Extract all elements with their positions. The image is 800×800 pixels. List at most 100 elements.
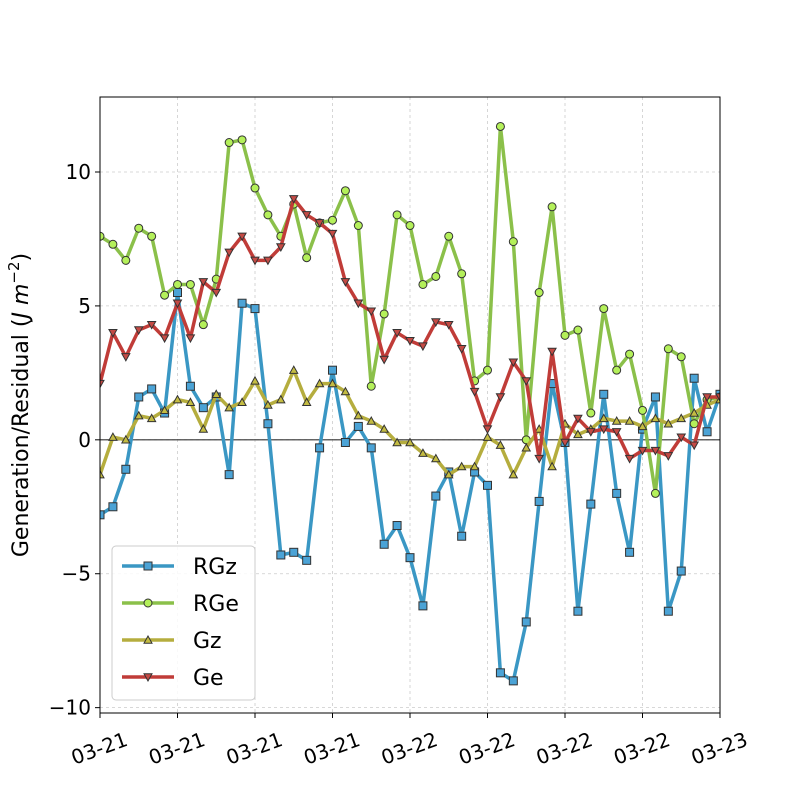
series-ge [100, 195, 720, 464]
point-ge-20 [353, 299, 364, 309]
point-ge-3 [133, 326, 144, 336]
point-ge-35 [547, 347, 557, 357]
point-ge-9 [211, 288, 222, 298]
point-ge-30 [482, 425, 493, 435]
point-gz-27 [443, 469, 454, 479]
point-rge-28 [457, 269, 467, 279]
point-rgz-18 [328, 365, 337, 375]
point-gz-13 [263, 399, 273, 409]
point-gz-40 [611, 416, 622, 425]
point-rge-1 [108, 239, 118, 249]
point-gz-46 [689, 408, 700, 417]
point-rgz-20 [353, 421, 363, 431]
point-rgz-32 [508, 676, 518, 686]
point-rge-8 [198, 320, 208, 330]
point-rge-22 [379, 309, 389, 319]
y-tick-label-2: 0 [78, 428, 91, 452]
point-ge-23 [392, 328, 402, 338]
point-rge-12 [250, 183, 260, 193]
point-rgz-24 [405, 553, 415, 563]
point-ge-13 [263, 256, 273, 266]
point-gz-16 [301, 397, 312, 407]
point-rgz-40 [612, 488, 622, 498]
point-ge-14 [275, 243, 286, 253]
y-axis-label-main: Generation/Residual ( [9, 319, 34, 558]
point-gz-4 [146, 413, 157, 423]
point-rge-32 [508, 237, 518, 247]
point-ge-21 [366, 307, 377, 317]
point-rgz-43 [650, 392, 660, 402]
point-ge-11 [237, 232, 247, 242]
point-rgz-12 [250, 304, 260, 314]
point-ge-12 [250, 256, 260, 266]
point-rgz-13 [263, 419, 273, 429]
legend: RGz RGe Gz Ge [111, 545, 256, 701]
point-ge-25 [418, 342, 428, 352]
point-ge-34 [534, 454, 545, 464]
point-rgz-21 [366, 443, 376, 453]
point-rge-24 [405, 221, 415, 231]
legend-box [111, 545, 256, 701]
point-gz-41 [624, 416, 635, 425]
point-ge-46 [689, 441, 700, 451]
point-gz-43 [650, 413, 661, 423]
point-ge-47 [702, 393, 712, 402]
point-rgz-44 [663, 606, 673, 616]
point-gz-44 [663, 418, 674, 428]
point-rge-4 [147, 231, 157, 241]
point-ge-28 [456, 345, 467, 354]
point-rgz-3 [134, 392, 144, 402]
point-gz-25 [418, 448, 428, 457]
point-gz-1 [108, 432, 118, 441]
point-rgz-34 [534, 496, 544, 506]
legend-entry-ge: Ge [122, 666, 224, 691]
point-gz-3 [133, 410, 144, 420]
point-ge-31 [495, 393, 506, 402]
point-rge-10 [224, 138, 234, 148]
point-gz-7 [185, 397, 196, 407]
point-ge-42 [637, 446, 648, 456]
point-rgz-16 [302, 555, 312, 565]
point-rgz-8 [198, 403, 208, 413]
point-rgz-47 [702, 427, 712, 437]
point-rgz-11 [237, 298, 247, 308]
y-tick-label-1: −5 [62, 562, 91, 586]
point-rgz-30 [483, 480, 492, 490]
point-rge-0 [100, 231, 105, 241]
point-gz-6 [172, 394, 183, 404]
point-ge-33 [521, 377, 532, 386]
point-gz-29 [469, 461, 480, 471]
point-rge-41 [625, 349, 635, 359]
point-ge-24 [405, 337, 415, 346]
point-gz-14 [275, 394, 286, 404]
point-gz-37 [573, 429, 583, 439]
point-rge-20 [353, 221, 363, 231]
point-ge-40 [611, 428, 622, 437]
point-ge-2 [120, 353, 131, 362]
point-ge-39 [598, 425, 609, 435]
point-ge-0 [100, 379, 105, 389]
point-rge-36 [560, 330, 570, 340]
point-ge-7 [185, 334, 196, 344]
point-gz-23 [392, 437, 402, 447]
point-ge-8 [198, 278, 209, 287]
point-gz-2 [120, 434, 131, 444]
point-rgz-17 [315, 443, 325, 453]
legend-marker-ge [143, 673, 153, 683]
point-rge-11 [237, 135, 247, 145]
point-rge-13 [263, 210, 273, 220]
point-gz-39 [598, 413, 609, 423]
y-tick-label-4: 10 [66, 160, 91, 184]
point-gz-15 [288, 365, 299, 374]
point-ge-48 [715, 393, 720, 402]
y-tick-label-3: 5 [78, 294, 91, 318]
point-rgz-4 [147, 384, 157, 394]
point-rge-2 [121, 255, 131, 265]
point-ge-17 [314, 219, 325, 228]
point-rge-44 [663, 344, 673, 354]
point-gz-11 [237, 397, 247, 407]
point-gz-21 [366, 416, 377, 425]
y-axis-label: Generation/Residual (J m−2) [5, 253, 34, 557]
point-ge-36 [560, 438, 570, 448]
